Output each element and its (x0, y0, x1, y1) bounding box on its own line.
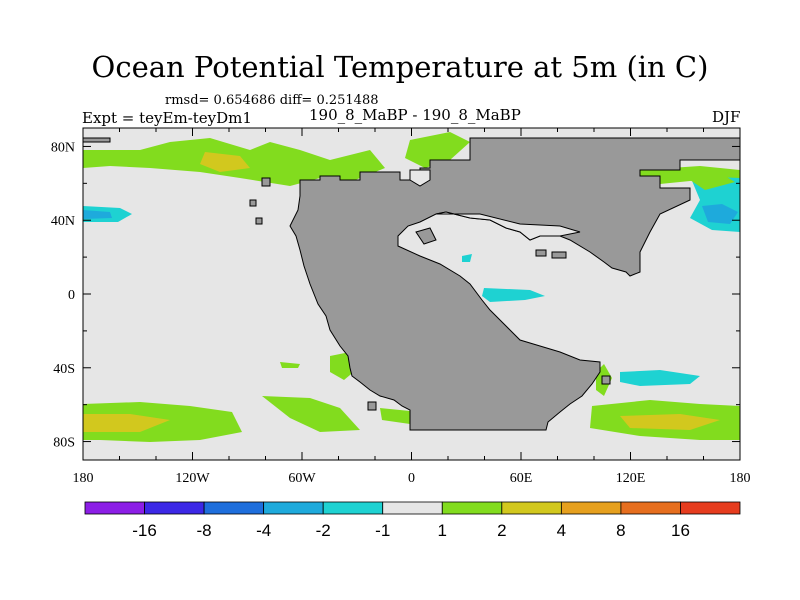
anomaly-patch-equatorial-indian (482, 288, 545, 302)
season-label: DJF (712, 108, 741, 126)
colorbar-label: -2 (316, 521, 331, 540)
colorbar-swatch (560, 501, 622, 515)
colorbar-label: 16 (671, 521, 690, 540)
land-masses (82, 137, 741, 431)
colorbar-swatch (680, 501, 741, 515)
anomaly-patch-npacific-east-blue (702, 204, 738, 224)
stats-line: rmsd= 0.654686 diff= 0.251488 (165, 93, 379, 108)
y-tick-label: 0 (68, 288, 75, 303)
colorbar-label: -4 (256, 521, 271, 540)
colorbar: -16 -8 -4 -2 -1 1 2 4 8 16 (84, 501, 741, 540)
colorbar-label: 2 (497, 521, 506, 540)
land-island-east-1 (535, 249, 547, 257)
colorbar-swatch (441, 501, 503, 515)
y-axis-ticks: 80N 40N 0 40S 80S (51, 140, 740, 451)
anomaly-patch-south-indian (620, 370, 700, 386)
land-arctic-west (82, 137, 111, 143)
plot-title: Ocean Potential Temperature at 5m (in C) (91, 50, 709, 84)
colorbar-label: -8 (197, 521, 212, 540)
colorbar-label: 8 (616, 521, 625, 540)
land-island-southeast (601, 375, 611, 385)
x-axis-ticks: 180 120W 60W 0 60E 120E 180 (73, 128, 751, 486)
colorbar-label: -16 (132, 521, 157, 540)
colorbar-swatch (263, 501, 324, 515)
anomaly-patch-npacific-west-blue (83, 210, 112, 219)
land-main-supercontinent (289, 137, 741, 431)
inland-sea-north (409, 169, 431, 187)
colorbar-label: 4 (557, 521, 566, 540)
land-island-south (367, 401, 377, 411)
land-greenland (261, 177, 271, 187)
colorbar-swatch (203, 501, 265, 515)
x-tick-label: 120W (175, 471, 210, 486)
colorbar-swatch (322, 501, 384, 515)
run-label: 190_8_MaBP - 190_8_MaBP (309, 106, 521, 124)
anomaly-patch-npacific-green (684, 170, 735, 190)
land-island-north (249, 199, 257, 207)
map-panel: 180 120W 60W 0 60E 120E 180 80N 40N 0 40S 80S (51, 127, 751, 486)
anomaly-patch-north-atlantic (405, 132, 470, 168)
y-tick-label: 40S (53, 362, 75, 377)
x-tick-label: 60W (288, 471, 316, 486)
anomaly-patch-arctic-yellow (200, 152, 250, 172)
x-tick-label: 120E (616, 471, 646, 486)
x-tick-label: 0 (408, 471, 415, 486)
colorbar-swatch (620, 501, 681, 515)
anomaly-patch-tethys (462, 254, 472, 262)
anomaly-patch-southern-atlantic (262, 396, 360, 432)
colorbar-label: -1 (375, 521, 390, 540)
land-island-tethys (415, 227, 437, 245)
colorbar-label: 1 (438, 521, 447, 540)
colorbar-swatch (144, 501, 205, 515)
y-tick-label: 80N (51, 140, 75, 155)
colorbar-swatch (501, 501, 562, 515)
anomaly-patch-southern-pacific-yellow (83, 414, 170, 432)
y-tick-label: 80S (53, 436, 75, 451)
x-tick-label: 180 (73, 471, 94, 486)
inland-sea-tethys (435, 211, 581, 241)
experiment-label: Expt = teyEm-teyDm1 (82, 109, 252, 127)
colorbar-swatch (382, 501, 443, 515)
anomaly-patch-south-pacific-strip (280, 362, 300, 368)
anomaly-patches (83, 132, 740, 442)
x-tick-label: 180 (730, 471, 751, 486)
colorbar-swatch (84, 501, 145, 515)
land-island-north-2 (255, 217, 263, 225)
y-tick-label: 40N (51, 214, 75, 229)
land-island-east-2 (551, 251, 567, 259)
x-tick-label: 60E (510, 471, 533, 486)
inland-seas (409, 169, 581, 241)
anomaly-patch-southern-indian-yellow (620, 414, 720, 430)
